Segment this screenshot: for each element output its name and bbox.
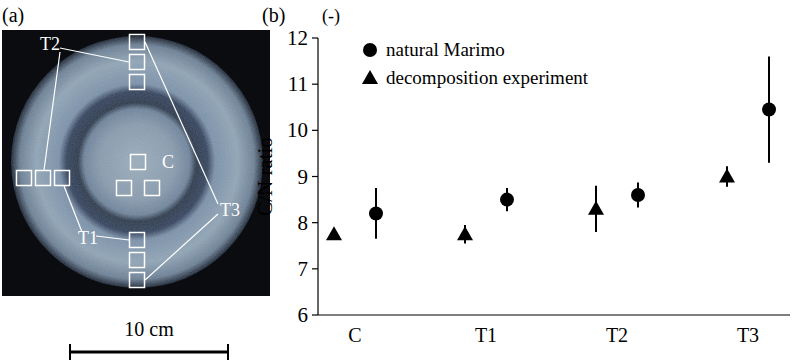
y-unit: (-) [322, 6, 340, 27]
marimo-texture [11, 36, 263, 288]
scale-bar-end [69, 344, 71, 360]
sample-square [117, 181, 132, 196]
region-label: T1 [78, 228, 98, 248]
x-axis [318, 314, 790, 315]
y-tick [312, 222, 318, 223]
marimo-section [11, 36, 263, 288]
legend-marker [362, 70, 378, 84]
data-point [631, 188, 645, 202]
sample-square [130, 75, 145, 90]
x-tick-label: C [348, 324, 361, 346]
sample-square [36, 171, 51, 186]
data-point [457, 226, 473, 240]
sample-square [130, 55, 145, 70]
legend-label: decomposition experiment [386, 67, 589, 88]
y-tick-label: 9 [298, 165, 309, 189]
leader-line [44, 52, 60, 170]
panel-label: (a) [2, 4, 24, 27]
x-tick-label: T1 [475, 324, 497, 346]
y-tick [312, 314, 318, 315]
data-point [326, 226, 342, 240]
y-tick-label: 12 [287, 26, 308, 50]
data-point [719, 169, 735, 183]
sample-square [145, 181, 160, 196]
sample-square [130, 273, 145, 288]
legend-label: natural Marimo [386, 39, 505, 60]
data-point [762, 103, 776, 117]
sample-square [55, 171, 70, 186]
y-tick [312, 84, 318, 85]
y-tick-label: 10 [287, 118, 308, 142]
data-point [500, 193, 514, 207]
leader-line [96, 236, 129, 240]
panel-label: (b) [262, 4, 285, 27]
x-tick-label: T2 [606, 324, 628, 346]
y-tick-label: 8 [298, 211, 309, 235]
leader-line [60, 48, 129, 62]
scale-bar [70, 351, 228, 354]
sample-square [130, 253, 145, 268]
leader-line [64, 186, 82, 232]
y-tick [312, 37, 318, 38]
sample-square [131, 155, 146, 170]
scale-bar-label: 10 cm [124, 318, 174, 340]
sample-square [17, 171, 32, 186]
region-label: T2 [40, 34, 60, 54]
figure-svg: (a) C T1 T2 T3 10 cm (b) (-) C/N ratio 6 7 8 9 10 11 12… [0, 0, 796, 364]
y-tick [312, 268, 318, 269]
marks [326, 56, 776, 243]
region-label: T3 [220, 200, 240, 220]
y-tick [312, 176, 318, 177]
y-tick-label: 7 [298, 257, 309, 281]
region-label: C [162, 152, 174, 172]
figure: (a) C T1 T2 T3 10 cm (b) (-) C/N ratio 6 7 8 9 10 11 12… [0, 0, 796, 364]
data-point [369, 206, 383, 220]
y-axis-label: C/N ratio [253, 137, 277, 216]
legend-marker [363, 43, 377, 57]
leader-line [145, 42, 218, 204]
sample-square [130, 35, 145, 50]
y-tick [312, 130, 318, 131]
photo-background [2, 30, 270, 296]
x-tick-label: T3 [737, 324, 759, 346]
leader-line [145, 214, 218, 280]
y-tick-label: 6 [298, 303, 309, 327]
data-point [588, 201, 604, 215]
y-tick-label: 11 [288, 72, 308, 96]
scale-bar-end [227, 344, 229, 360]
sample-square [130, 233, 145, 248]
